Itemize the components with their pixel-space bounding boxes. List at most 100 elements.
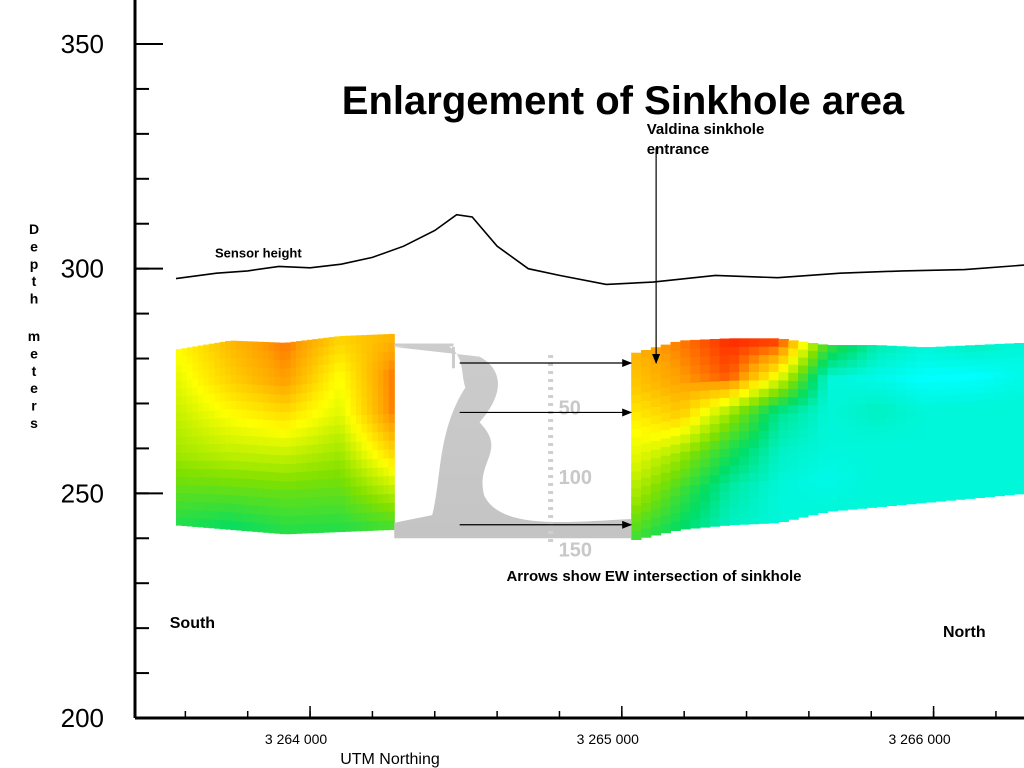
section-cell xyxy=(827,390,839,399)
section-cell xyxy=(758,489,770,499)
section-cell xyxy=(906,410,917,419)
section-cell xyxy=(965,387,976,395)
section-cell xyxy=(788,340,799,350)
section-cell xyxy=(312,356,319,367)
section-cell xyxy=(263,463,270,473)
section-cell xyxy=(945,388,956,396)
section-cell xyxy=(955,359,966,368)
section-cell xyxy=(225,366,232,376)
section-cell xyxy=(827,435,839,444)
section-cell xyxy=(709,415,721,425)
section-cell xyxy=(301,480,308,490)
section-cell xyxy=(328,381,335,391)
section-cell xyxy=(896,403,907,412)
section-cell xyxy=(729,363,740,373)
section-cell xyxy=(817,481,829,491)
section-cell xyxy=(690,459,701,469)
section-cell xyxy=(984,461,996,470)
section-cell xyxy=(350,459,357,470)
section-cell xyxy=(650,424,662,434)
section-cell xyxy=(827,495,839,504)
section-cell xyxy=(290,455,297,465)
section-cell xyxy=(230,520,237,531)
section-cell xyxy=(1014,438,1024,447)
section-cell xyxy=(1004,398,1015,406)
section-cell xyxy=(290,516,297,526)
section-cell xyxy=(896,432,907,441)
section-cell xyxy=(876,433,888,442)
section-cell xyxy=(758,430,770,440)
section-cell xyxy=(641,486,652,496)
section-cell xyxy=(857,471,868,480)
section-cell xyxy=(377,414,384,424)
section-cell xyxy=(690,485,701,495)
section-cell xyxy=(317,470,324,481)
section-cell xyxy=(1014,459,1024,467)
section-cell xyxy=(660,387,672,397)
section-cell xyxy=(827,360,839,369)
section-cell xyxy=(690,451,701,461)
section-cell xyxy=(778,513,789,523)
section-cell xyxy=(955,464,966,472)
section-cell xyxy=(203,469,210,479)
section-cell xyxy=(798,421,809,430)
section-cell xyxy=(361,521,368,532)
section-cell xyxy=(230,357,237,368)
section-cell xyxy=(214,494,221,504)
section-cell xyxy=(246,384,253,394)
section-cell xyxy=(377,432,384,442)
section-cell xyxy=(372,503,379,513)
section-cell xyxy=(323,496,330,507)
section-cell xyxy=(181,517,188,527)
section-cell xyxy=(680,460,691,470)
section-cell xyxy=(915,389,927,398)
section-cell xyxy=(285,438,292,448)
section-cell xyxy=(866,463,878,471)
section-cell xyxy=(660,361,672,371)
section-cell xyxy=(817,367,829,376)
section-cell xyxy=(388,484,395,495)
section-cell xyxy=(181,364,188,373)
section-cell xyxy=(317,347,324,357)
section-cell xyxy=(225,375,232,385)
section-cell xyxy=(680,340,691,350)
section-cell xyxy=(312,506,319,516)
section-cell xyxy=(236,392,243,402)
section-cell xyxy=(866,418,878,427)
section-cell xyxy=(219,520,226,530)
section-cell xyxy=(886,374,897,383)
section-cell xyxy=(994,412,1005,421)
section-cell xyxy=(650,483,662,493)
section-cell xyxy=(268,498,275,508)
section-cell xyxy=(798,429,809,438)
section-cell xyxy=(219,358,226,368)
section-cell xyxy=(660,498,672,508)
section-cell xyxy=(285,429,292,439)
section-cell xyxy=(768,346,780,356)
section-cell xyxy=(965,352,976,360)
section-cell xyxy=(758,455,770,465)
section-cell xyxy=(827,412,839,422)
section-cell xyxy=(257,410,264,421)
section-cell xyxy=(328,496,335,506)
section-cell xyxy=(388,413,395,424)
x-axis-label: UTM Northing xyxy=(340,751,440,768)
section-cell xyxy=(186,379,193,389)
section-cell xyxy=(252,384,259,394)
section-cell xyxy=(729,422,740,433)
section-cell xyxy=(749,338,760,348)
section-cell xyxy=(817,420,829,430)
section-cell xyxy=(356,388,363,399)
section-cell xyxy=(965,491,976,499)
section-cell xyxy=(356,486,363,496)
section-cell xyxy=(915,375,927,384)
section-cell xyxy=(837,472,848,481)
section-cell xyxy=(778,479,789,489)
section-cell xyxy=(670,359,681,369)
section-cell xyxy=(631,505,642,515)
section-cell xyxy=(274,463,281,474)
section-cell xyxy=(699,382,711,392)
section-cell xyxy=(312,488,319,498)
